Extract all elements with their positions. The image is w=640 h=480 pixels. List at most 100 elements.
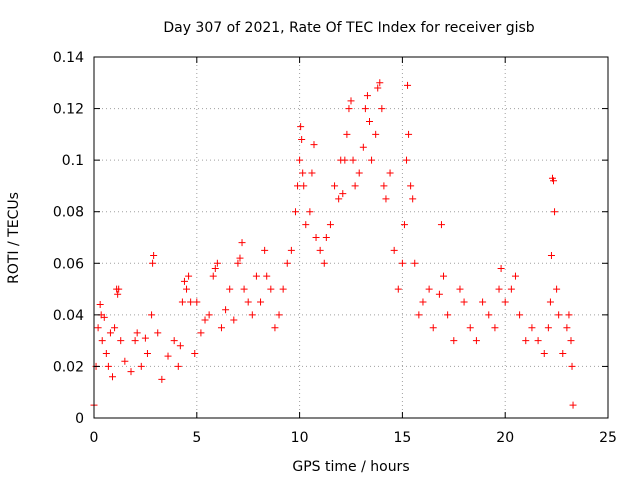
data-points [90,79,577,409]
data-point [236,254,244,262]
data-point [355,169,363,177]
data-point [279,285,287,293]
data-point [275,311,283,319]
data-point [551,208,559,216]
y-tick-label: 0.06 [53,256,84,272]
y-tick-label: 0.14 [53,50,84,66]
data-point [403,156,411,164]
data-point [94,324,102,332]
data-point [141,334,149,342]
data-point [154,329,162,337]
data-point [149,259,157,267]
data-point [479,298,487,306]
data-point [115,285,123,293]
data-point [222,306,230,314]
data-point [363,92,371,100]
data-point [180,277,188,285]
y-tick-label: 0.02 [53,359,84,375]
data-point [565,311,573,319]
data-point [170,337,178,345]
data-point [150,252,158,260]
data-point [339,190,347,198]
x-tick-label: 20 [496,430,514,446]
data-point [534,337,542,345]
data-point [230,316,238,324]
grid-lines [94,57,608,418]
data-point [359,143,367,151]
data-point [405,130,413,138]
data-point [378,105,386,113]
data-point [376,79,384,87]
data-point [507,285,515,293]
data-point [322,234,330,241]
data-point [263,272,271,280]
data-point [193,298,201,306]
data-point [516,311,524,319]
data-point [347,97,355,105]
data-point [394,285,402,293]
data-point [419,298,427,306]
y-tick-label: 0.1 [62,153,84,169]
data-point [495,285,503,293]
data-point [271,324,279,332]
data-point [372,130,380,138]
data-point [244,298,252,306]
data-point [100,313,108,321]
data-point [240,285,248,293]
data-point [106,329,114,337]
data-point [143,350,151,358]
data-point [226,285,234,293]
y-tick-label: 0 [75,411,84,427]
data-point [294,182,302,190]
y-axis-title: ROTI / TECUs [6,192,22,284]
data-point [291,208,299,216]
data-point [386,169,394,177]
x-tick-label: 0 [90,430,99,446]
data-point [466,324,474,332]
data-point [429,324,437,332]
data-point [127,368,135,376]
data-point [563,324,571,332]
data-point [248,311,256,319]
data-point [435,290,443,298]
data-point [567,337,575,345]
data-point [121,357,129,365]
data-point [555,311,563,319]
y-tick-label: 0.08 [53,205,84,221]
data-point [331,182,339,190]
data-point [287,246,295,254]
data-point [191,350,199,358]
data-point [300,182,308,190]
data-point [283,259,291,267]
data-point [252,272,260,280]
data-point [540,350,548,358]
data-point [497,264,505,272]
data-point [296,156,304,164]
data-point [444,311,452,319]
data-point [491,324,499,332]
data-point [114,290,122,298]
data-point [178,298,186,306]
data-point [361,105,369,113]
x-axis-ticks: 0 5 10 15 20 25 [90,57,617,446]
x-tick-label: 10 [291,430,309,446]
data-point [316,246,324,254]
data-point [404,81,412,89]
data-point [98,337,106,345]
data-point [425,285,433,293]
data-point [306,208,314,216]
data-point [326,221,334,229]
data-point [238,239,246,247]
data-point [234,259,242,267]
data-point [213,259,221,267]
x-axis-title: GPS time / hours [292,459,409,475]
data-point [299,169,307,177]
data-point [267,285,275,293]
data-point [205,311,213,319]
data-point [522,337,530,345]
data-point [366,117,374,125]
y-axis-ticks: 0 0.02 0.04 0.06 0.08 0.1 0.12 0.14 [53,50,608,427]
data-point [351,182,359,190]
data-point [320,259,328,267]
plot-frame [93,56,609,419]
